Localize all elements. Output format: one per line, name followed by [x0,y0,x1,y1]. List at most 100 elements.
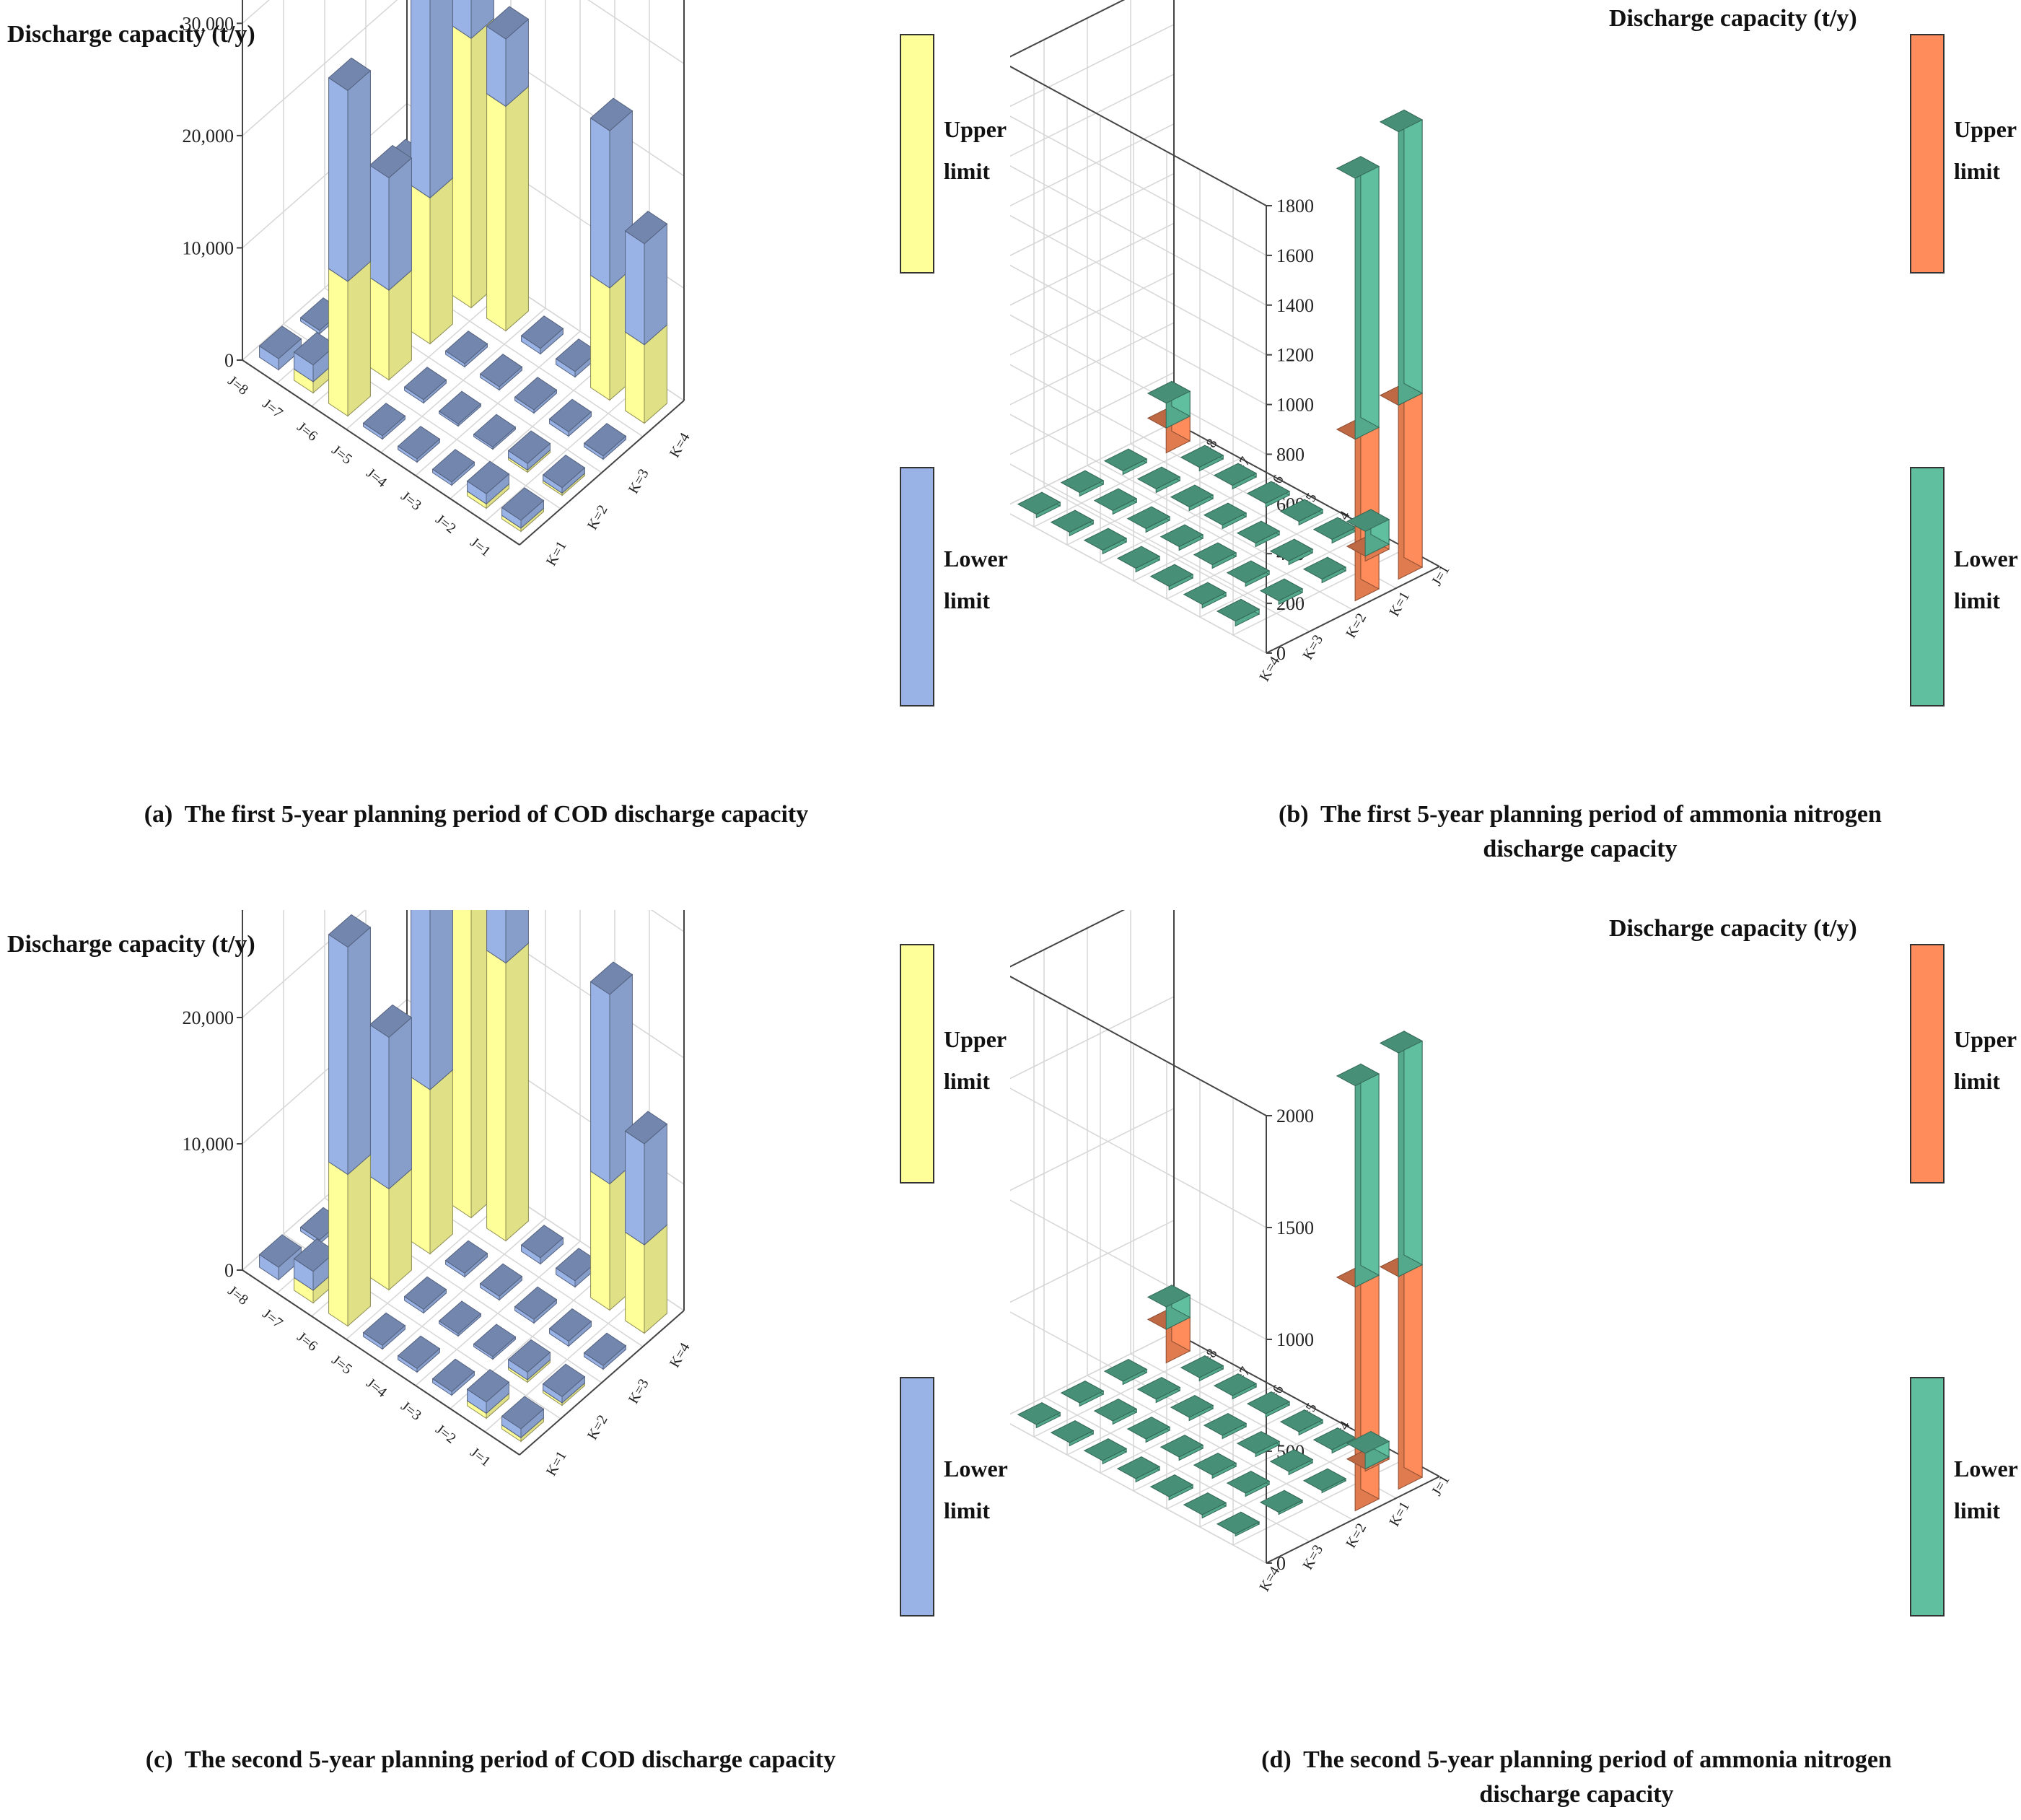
floor-gridline [1043,486,1310,632]
bar-lower-segment-top [542,1363,586,1397]
floor-gridline [1000,508,1267,654]
row-tick-label: J=6 [294,1329,320,1355]
bar-lower-segment [1147,1285,1191,1330]
bar-lower-segment-top [1312,1427,1357,1451]
z-tick-label: 0 [1276,1553,1286,1574]
bar-lower-segment-top [1060,470,1105,494]
bar-lower-segment [444,1240,488,1278]
axis-frame-line [519,400,685,546]
bar-lower-segment-face [452,0,472,40]
row-tick-label: J=1 [467,535,493,560]
bar-lower-segment [258,1234,302,1281]
col-tick-label: K=3 [1299,632,1326,662]
bar-lower-segment [583,423,627,460]
bar-lower-segment-face [347,926,371,1176]
bar-lower-segment-face [369,165,390,292]
z-tick-label: 0 [224,350,234,371]
bar-lower-segment [520,1225,564,1265]
bar-lower-segment [624,1111,668,1246]
bar-lower-segment [1126,506,1171,533]
bars-group [258,629,668,1443]
legend-label: Lower [944,1456,1008,1482]
floor-gridline [1000,1331,1175,1419]
legend-upper-swatch [1910,944,1945,1184]
bar-lower-segment [1193,542,1237,569]
axis-frame-line [1266,1476,1440,1564]
bar-lower-segment [479,1263,523,1301]
wall-gridline [999,123,1267,356]
z-tick-label: 10,000 [183,1134,234,1155]
bar-lower-segment-top [583,1332,627,1366]
row-tick-label: J=3 [398,489,424,514]
bar-lower-segment-top [507,430,551,464]
z-tick-label: 0 [224,1260,234,1281]
bar-lower-segment-top [1279,1409,1324,1432]
col-tick-label: K=3 [1299,1542,1326,1572]
bar-upper-segment-face [347,1153,371,1327]
z-tick-label: 0 [1276,643,1286,664]
bar-lower-segment-top [362,1312,406,1346]
bar-lower-segment-top [548,1308,592,1342]
bar-lower-segment-face [625,230,645,346]
bar-upper-segment-face [411,1076,431,1255]
bar-lower-segment [1279,499,1324,526]
bar-lower-segment-top [444,1240,488,1274]
wall-gridline [242,0,685,177]
bar-lower-segment [1149,1474,1194,1501]
bar-lower-segment-top [501,487,545,521]
bar-lower-segment-top [1226,1471,1271,1494]
bar-lower-segment [369,144,413,292]
legend-label: limit [944,1497,990,1523]
bar-lower-segment-top [1093,488,1138,512]
bar-lower-segment [1259,578,1304,605]
bar-lower-segment-top [486,6,530,40]
bar-lower-segment-top [1259,578,1304,602]
bar-lower-segment [397,426,441,463]
legend-upper-swatch [900,34,934,274]
bar-lower-segment-top [1379,109,1424,133]
bar-lower-segment-top [1213,463,1258,486]
bar-lower-segment [1060,470,1105,497]
legend-label: limit [1954,158,2000,184]
z-tick-label: 1600 [1276,245,1314,266]
bar-lower-segment-top [258,1234,302,1268]
bar-lower-segment-face [1403,1031,1423,1266]
bar-lower-segment [1193,1452,1237,1479]
bar-lower-segment-top [1346,1431,1390,1454]
bar-lower-segment-top [1050,509,1095,533]
bar-upper-segment-face [328,1161,348,1327]
bar-lower-segment-face [1360,1063,1380,1276]
bar-lower-segment-top [1269,1449,1314,1472]
bar-lower-segment-top [479,354,523,388]
bar-lower-segment-face [470,0,494,40]
bar-lower-segment [1093,1398,1138,1425]
z-tick-label: 30,000 [183,13,234,34]
bar-upper-segment-face [452,826,472,1219]
legend-label: Lower [1954,546,2018,572]
bar-lower-segment [1216,1511,1261,1537]
bar-lower-segment [507,1339,551,1381]
bar-lower-segment [1236,1430,1281,1458]
bar-lower-segment-top [555,1248,599,1282]
col-tick-label: K=2 [584,502,611,533]
bar-lower-segment [514,1286,558,1324]
wall-gridline [999,0,1267,206]
bar-lower-segment [1136,466,1181,494]
bar-lower-segment-top [514,377,558,411]
bar-lower-segment-top [1302,1468,1347,1492]
chart-b: 020040060080010001200140016001800Dischar… [999,0,2018,706]
bar-lower-segment-top [1379,1031,1424,1054]
col-tick-label: K=2 [1343,611,1369,641]
bar-lower-segment [397,1335,441,1373]
bar-lower-segment [438,390,482,427]
bar-lower-segment-face [388,1016,412,1190]
bar-lower-segment [1170,1394,1214,1422]
z-axis-title: Discharge capacity (t/y) [1609,5,1857,32]
bar-lower-segment-top [1259,1489,1304,1513]
bar-lower-segment-top [583,423,627,457]
floor-gridline [1000,1418,1267,1564]
bar-lower-segment [431,1358,475,1396]
row-tick-label: J=5 [328,1352,354,1378]
